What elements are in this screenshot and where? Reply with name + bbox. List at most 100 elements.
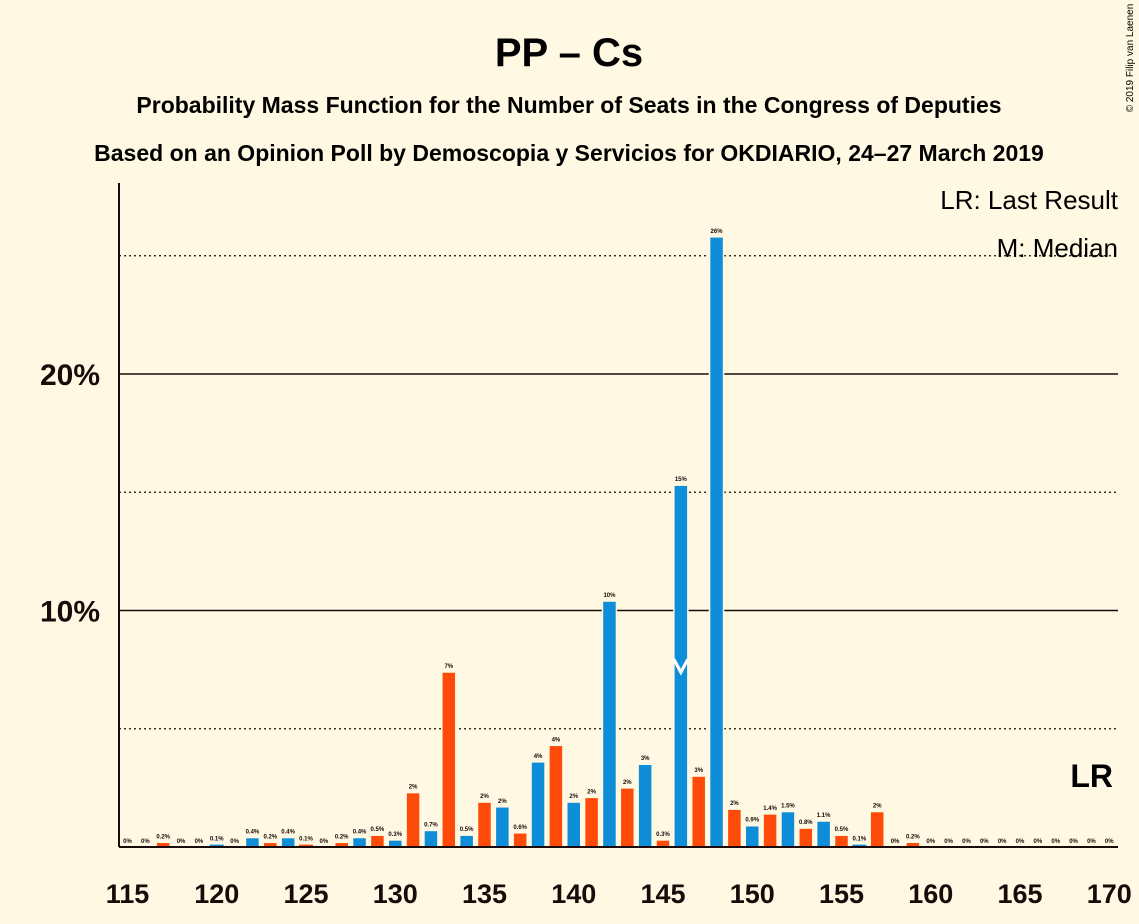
bar-value-label: 0.4% bbox=[246, 830, 260, 836]
bar-value-label: 26% bbox=[711, 229, 724, 235]
bar bbox=[280, 836, 296, 848]
bar-value-label: 0% bbox=[320, 839, 329, 845]
bar bbox=[583, 796, 600, 848]
bar bbox=[423, 829, 439, 848]
bar-value-label: 0% bbox=[980, 839, 989, 845]
bar bbox=[299, 844, 313, 847]
bar bbox=[512, 832, 528, 848]
bar-value-label: 0% bbox=[891, 839, 900, 845]
bar bbox=[744, 824, 760, 848]
bar bbox=[494, 806, 511, 848]
bar bbox=[244, 836, 261, 848]
bar bbox=[869, 810, 885, 848]
bar bbox=[762, 813, 778, 848]
x-tick-label: 160 bbox=[908, 879, 953, 909]
bar bbox=[708, 236, 725, 848]
bar-value-label: 0.7% bbox=[424, 822, 438, 828]
bar-value-label: 3% bbox=[694, 768, 703, 774]
chart-subtitle-1: Probability Mass Function for the Number… bbox=[136, 92, 1001, 118]
bar bbox=[601, 600, 618, 848]
y-tick-label: 10% bbox=[40, 596, 100, 629]
bar-value-label: 0.1% bbox=[299, 837, 313, 843]
bar-value-label: 1.4% bbox=[763, 806, 777, 812]
bar bbox=[441, 671, 457, 848]
bar-value-label: 0.2% bbox=[263, 834, 277, 840]
bar-value-label: 0% bbox=[1016, 839, 1025, 845]
x-tick-label: 150 bbox=[730, 879, 775, 909]
bar-value-label: 0.2% bbox=[906, 834, 920, 840]
bar-value-label: 1.1% bbox=[817, 813, 831, 819]
bar-value-label: 4% bbox=[534, 754, 543, 760]
bar bbox=[780, 810, 796, 848]
bar-value-label: 0.6% bbox=[513, 825, 527, 831]
x-tick-label: 145 bbox=[640, 879, 685, 909]
x-tick-labels: 115 120 125 130 135 140 145 150 155 160 165 170 bbox=[106, 879, 1132, 909]
bar-value-label: 0.1% bbox=[853, 837, 867, 843]
bar bbox=[476, 801, 493, 848]
bar bbox=[815, 820, 832, 848]
bar-value-label: 0% bbox=[195, 839, 204, 845]
bar-value-label: 2% bbox=[480, 794, 489, 800]
x-tick-label: 140 bbox=[551, 879, 596, 909]
bar bbox=[351, 836, 368, 848]
y-tick-label: 20% bbox=[40, 359, 100, 392]
bar-value-label: 0% bbox=[141, 839, 150, 845]
bar-value-label: 0.5% bbox=[835, 827, 849, 833]
bar bbox=[458, 834, 475, 848]
bar bbox=[548, 744, 564, 848]
bar-value-label: 0% bbox=[926, 839, 935, 845]
last-result-label: LR bbox=[1070, 758, 1113, 794]
bar-value-label: 4% bbox=[552, 737, 561, 743]
x-tick-label: 125 bbox=[283, 879, 328, 909]
bar bbox=[209, 844, 224, 847]
bar bbox=[655, 839, 671, 848]
gridlines bbox=[119, 255, 1118, 730]
bar bbox=[530, 761, 546, 848]
x-tick-label: 130 bbox=[373, 879, 418, 909]
bar bbox=[619, 787, 636, 848]
bar bbox=[690, 775, 707, 848]
bar-value-label: 10% bbox=[603, 593, 616, 599]
bar bbox=[726, 808, 743, 848]
copyright-note: © 2019 Filip van Laenen bbox=[1125, 4, 1136, 113]
bar bbox=[833, 834, 850, 848]
bar bbox=[405, 791, 421, 848]
bar-value-label: 1.5% bbox=[781, 804, 795, 810]
chart-subtitle-2: Based on an Opinion Poll by Demoscopia y… bbox=[94, 140, 1044, 166]
x-tick-label: 155 bbox=[819, 879, 864, 909]
y-tick-labels: 10% 20% bbox=[40, 359, 100, 629]
bar-value-label: 0% bbox=[998, 839, 1007, 845]
x-tick-label: 170 bbox=[1087, 879, 1132, 909]
bar-value-label: 2% bbox=[730, 801, 739, 807]
bar-value-label: 2% bbox=[569, 794, 578, 800]
bar-value-label: 15% bbox=[675, 477, 688, 483]
bar-labels: 0% 0%0.2%0% 0% 0.1% 0%0.4%0.2%0.4%0.1% 0%0.2%… bbox=[123, 229, 1114, 845]
chart-title: PP – Cs bbox=[495, 31, 643, 75]
bar-value-label: 2% bbox=[873, 804, 882, 810]
bar-value-label: 3% bbox=[641, 756, 650, 762]
bar-value-label: 0% bbox=[177, 839, 186, 845]
bar-value-label: 2% bbox=[623, 780, 632, 786]
bar-value-label: 0.4% bbox=[281, 830, 295, 836]
bar-value-label: 2% bbox=[498, 799, 507, 805]
x-tick-label: 115 bbox=[106, 879, 150, 909]
median-marker bbox=[672, 658, 690, 676]
bar-value-label: 0.2% bbox=[156, 834, 170, 840]
bar-value-label: 0.5% bbox=[460, 827, 474, 833]
x-tick-label: 135 bbox=[462, 879, 507, 909]
bar bbox=[566, 801, 582, 848]
bar bbox=[798, 827, 814, 848]
bar-value-label: 0.8% bbox=[799, 820, 813, 826]
bar-value-label: 0.3% bbox=[656, 832, 670, 838]
bar-value-label: 0% bbox=[230, 839, 239, 845]
bar-value-label: 0.1% bbox=[210, 837, 224, 843]
axes bbox=[118, 183, 1118, 848]
bar bbox=[369, 834, 386, 848]
bar-value-label: 0.4% bbox=[353, 830, 367, 836]
bar-value-label: 0.5% bbox=[371, 827, 385, 833]
bar-value-label: 0% bbox=[944, 839, 953, 845]
bar-value-label: 0.2% bbox=[335, 834, 349, 840]
bar-value-label: 0% bbox=[1087, 839, 1096, 845]
legend-last-result: LR: Last Result bbox=[940, 185, 1119, 215]
